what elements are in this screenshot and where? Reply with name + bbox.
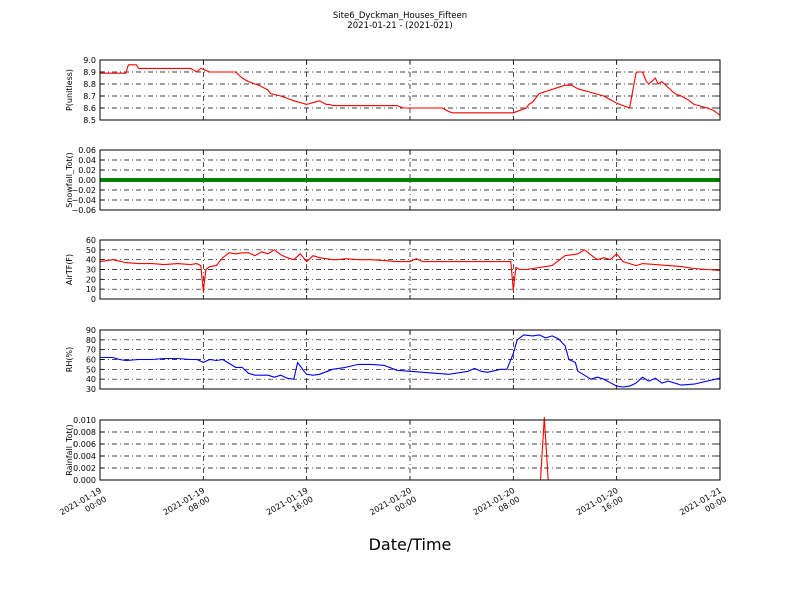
y-tick-label: 90 — [86, 326, 96, 335]
y-tick-label: 0.000 — [73, 476, 96, 485]
y-tick-label: 8.6 — [83, 104, 96, 113]
y-axis-label: P(unitless) — [65, 69, 74, 111]
y-tick-label: 80 — [86, 336, 96, 345]
y-tick-label: 60 — [86, 236, 96, 245]
y-tick-label: 10 — [86, 285, 96, 294]
y-tick-label: 60 — [86, 356, 96, 365]
y-tick-label: 30 — [86, 385, 96, 394]
y-tick-label: 50 — [86, 246, 96, 255]
y-tick-label: 40 — [86, 375, 96, 384]
panel-frame — [99, 59, 721, 121]
y-tick-label: 8.5 — [83, 116, 96, 125]
series-line — [100, 64, 721, 116]
panel-frame — [99, 419, 721, 481]
y-tick-label: 8.7 — [83, 92, 96, 101]
x-axis-label: Date/Time — [369, 535, 452, 554]
y-tick-label: −0.06 — [71, 206, 96, 215]
y-tick-label: 0.06 — [78, 146, 96, 155]
chart-title: Site6_Dyckman_Houses_Fifteen — [333, 11, 467, 21]
y-tick-label: 9.0 — [83, 56, 96, 65]
y-tick-label: 0.002 — [73, 464, 96, 473]
panel-frame — [99, 149, 721, 211]
panel-frame — [99, 329, 721, 390]
y-tick-label: 0.04 — [78, 156, 96, 165]
y-axis-label: RH(%) — [65, 347, 74, 372]
y-tick-label: 0.00 — [78, 176, 96, 185]
series-line — [100, 334, 721, 388]
series-line — [99, 249, 721, 292]
y-tick-label: 0.02 — [78, 166, 96, 175]
y-axis-label: Snowfall_Tot() — [65, 152, 74, 208]
y-axis-label: AirTF(F) — [65, 254, 74, 285]
y-tick-label: 40 — [86, 256, 96, 265]
y-tick-label: 0.010 — [73, 416, 96, 425]
panel-frame — [99, 239, 721, 300]
y-tick-label: 50 — [86, 365, 96, 374]
y-tick-label: 0.006 — [73, 440, 96, 449]
y-tick-label: 0.008 — [73, 428, 96, 437]
y-tick-label: −0.04 — [71, 196, 96, 205]
y-tick-label: 8.8 — [83, 80, 96, 89]
chart-subtitle: 2021-01-21 - (2021-021) — [347, 21, 452, 31]
y-tick-label: 30 — [86, 266, 96, 275]
y-tick-label: 20 — [86, 275, 96, 284]
y-axis-label: Rainfall_Tot() — [65, 424, 74, 476]
y-tick-label: 70 — [86, 346, 96, 355]
y-tick-label: 8.9 — [83, 68, 96, 77]
y-tick-label: 0 — [91, 295, 96, 304]
y-tick-label: −0.02 — [71, 186, 96, 195]
y-tick-label: 0.004 — [73, 452, 96, 461]
